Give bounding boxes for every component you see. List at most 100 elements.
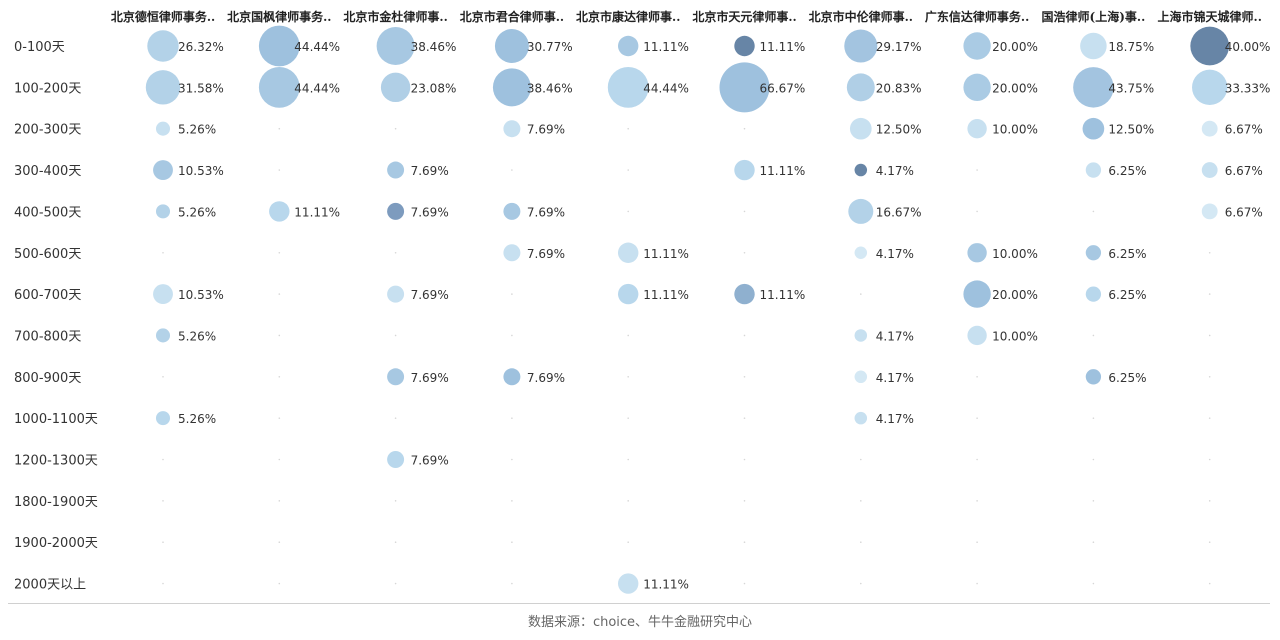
bubble-value-label: 10.00% <box>992 247 1038 261</box>
bubble <box>1085 286 1102 302</box>
empty-cell-marker <box>743 334 746 337</box>
bubble <box>1085 245 1102 261</box>
bubble-value-label: 7.69% <box>527 247 565 261</box>
bubble <box>1190 26 1230 66</box>
empty-cell-marker <box>394 417 397 419</box>
empty-cell-marker <box>1092 210 1095 213</box>
bubble-value-label: 11.11% <box>643 288 689 302</box>
bubble-value-label: 26.32% <box>178 40 224 54</box>
empty-cell-marker <box>511 541 513 543</box>
empty-cell-marker <box>743 541 746 543</box>
bubble <box>963 32 991 60</box>
bubble-value-label: 6.25% <box>1108 288 1146 302</box>
bubble <box>503 120 521 138</box>
bubble-value-label: 66.67% <box>760 81 806 95</box>
column-header: 北京市君合律师事.. <box>460 9 564 24</box>
empty-cell-marker <box>743 251 746 254</box>
bubble <box>258 66 300 108</box>
empty-cell-marker <box>511 417 513 419</box>
empty-cell-marker <box>860 500 862 502</box>
empty-cell-marker <box>743 376 746 378</box>
bubble-value-label: 11.11% <box>760 40 806 54</box>
empty-cell-marker <box>394 334 397 337</box>
bubble-value-label: 6.67% <box>1225 164 1263 178</box>
empty-cell-marker <box>1208 541 1211 543</box>
bubble <box>734 159 755 181</box>
bubble-value-label: 10.00% <box>992 329 1038 343</box>
bubble <box>1080 32 1107 60</box>
empty-cell-marker <box>627 127 629 130</box>
data-source-note: 数据来源：choice、牛牛金融研究中心 <box>527 615 753 630</box>
column-header: 国浩律师(上海)事.. <box>1042 9 1146 24</box>
bubble-value-label: 30.77% <box>527 40 573 54</box>
bubble-value-label: 16.67% <box>876 205 922 219</box>
empty-cell-marker <box>511 169 513 171</box>
empty-cell-marker <box>278 458 281 461</box>
bubble-value-label: 11.11% <box>643 578 689 592</box>
empty-cell-marker <box>1092 500 1095 502</box>
column-header: 上海市锦天城律师.. <box>1158 9 1262 24</box>
bubble <box>145 70 181 105</box>
empty-cell-marker <box>627 169 629 171</box>
empty-cell-marker <box>627 334 629 337</box>
column-header: 北京德恒律师事务.. <box>111 9 215 24</box>
bubble <box>963 73 991 102</box>
bubble-value-label: 11.11% <box>294 205 340 219</box>
bubble <box>854 246 868 259</box>
empty-cell-marker <box>394 541 397 543</box>
empty-cell-marker <box>1208 251 1211 254</box>
bubble <box>155 411 171 426</box>
empty-cell-marker <box>394 500 397 502</box>
row-label: 2000天以上 <box>14 578 86 593</box>
empty-cell-marker <box>627 500 629 502</box>
empty-cell-marker <box>1208 417 1211 419</box>
bubble <box>617 35 639 57</box>
bubble <box>607 66 649 108</box>
bubble-value-label: 4.17% <box>876 247 914 261</box>
bubble <box>155 204 171 219</box>
bubble <box>1192 69 1228 106</box>
empty-cell-marker <box>511 500 513 502</box>
row-label: 100-200天 <box>14 81 81 96</box>
bubble-value-label: 6.67% <box>1225 205 1263 219</box>
empty-cell-marker <box>1208 500 1211 502</box>
column-header: 北京市康达律师事.. <box>576 9 680 24</box>
bubble <box>155 121 171 136</box>
empty-cell-marker <box>162 500 164 502</box>
bubble-value-label: 6.25% <box>1108 371 1146 385</box>
bubble <box>967 119 987 139</box>
bubble-value-label: 10.53% <box>178 164 224 178</box>
bubble-value-label: 18.75% <box>1108 40 1154 54</box>
bubble <box>1201 203 1218 220</box>
empty-cell-marker <box>394 251 397 254</box>
row-label: 500-600天 <box>14 247 81 262</box>
column-header: 广东信达律师事务.. <box>925 9 1029 24</box>
empty-cell-marker <box>278 169 281 171</box>
empty-cell-marker <box>1092 417 1095 419</box>
empty-cell-marker <box>278 500 281 502</box>
bubble-value-label: 38.46% <box>527 81 573 95</box>
bubble-value-label: 5.26% <box>178 412 216 426</box>
bubble <box>153 160 173 180</box>
bubble-value-label: 10.00% <box>992 123 1038 137</box>
empty-cell-marker <box>1208 376 1211 378</box>
empty-cell-marker <box>1208 458 1211 461</box>
empty-cell-marker <box>511 293 513 295</box>
bubble-value-label: 7.69% <box>527 371 565 385</box>
empty-cell-marker <box>976 582 978 585</box>
empty-cell-marker <box>743 458 746 461</box>
bubble-value-label: 44.44% <box>294 81 340 95</box>
bubble-value-label: 6.67% <box>1225 123 1263 137</box>
row-label: 1000-1100天 <box>14 412 98 427</box>
column-header: 北京国枫律师事务.. <box>227 9 331 24</box>
empty-cell-marker <box>627 541 629 543</box>
empty-cell-marker <box>976 417 978 419</box>
bubble <box>147 30 179 62</box>
bubble-value-label: 7.69% <box>411 371 449 385</box>
bubble <box>846 73 875 102</box>
empty-cell-marker <box>278 541 281 543</box>
bubble-value-label: 20.83% <box>876 81 922 95</box>
empty-cell-marker <box>278 582 281 585</box>
bubble <box>269 201 290 222</box>
empty-cell-marker <box>162 582 164 585</box>
